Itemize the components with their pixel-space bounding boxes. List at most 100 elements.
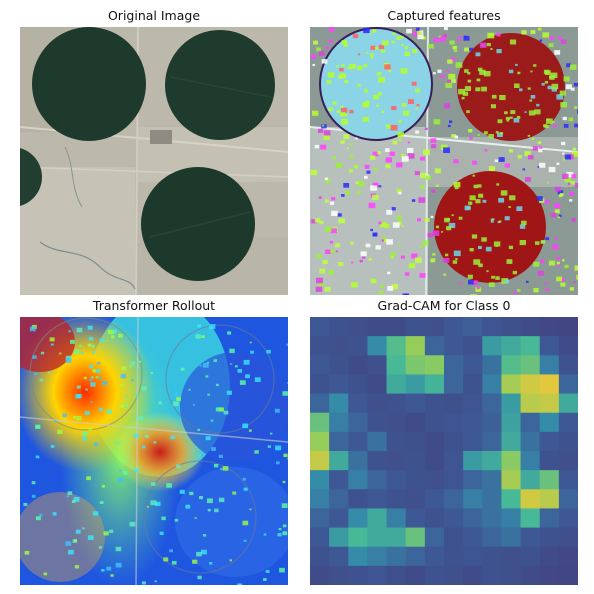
gradcam-cell <box>501 451 522 471</box>
gradcam-cell <box>482 527 502 548</box>
gradcam-cell <box>558 470 578 490</box>
gradcam-cell <box>348 355 368 375</box>
gradcam-cell <box>329 336 349 356</box>
gradcam-cell <box>386 508 407 529</box>
gradcam-cell <box>310 546 330 567</box>
gradcam-cell <box>367 546 388 567</box>
gradcam-cell <box>482 355 502 375</box>
gradcam-cell <box>405 489 426 509</box>
gradcam-cell <box>501 336 522 356</box>
gradcam-cell <box>501 508 522 529</box>
gradcam-cell <box>310 374 330 395</box>
gradcam-cell <box>310 393 330 414</box>
gradcam-cell <box>558 431 578 452</box>
gradcam-cell <box>463 355 483 375</box>
gradcam-cell <box>444 317 464 337</box>
gradcam-cell <box>520 470 541 490</box>
gradcam-cell <box>405 470 426 490</box>
gradcam-cell <box>482 317 502 337</box>
gradcam-cell <box>520 412 541 433</box>
gradcam-cell <box>348 527 368 548</box>
gradcam-cell <box>329 393 349 414</box>
gradcam-cell <box>444 374 464 395</box>
gradcam-cell <box>501 527 522 548</box>
gradcam-cell <box>348 508 368 529</box>
gradcam-cell <box>463 527 483 548</box>
gradcam-cell <box>482 546 502 567</box>
gradcam-cell <box>558 355 578 375</box>
gradcam-cell <box>329 412 349 433</box>
gradcam-cell <box>520 431 541 452</box>
gradcam-cell <box>558 565 578 585</box>
gradcam-cell <box>367 508 388 529</box>
gradcam-cell <box>520 451 541 471</box>
gradcam-cell <box>463 508 483 529</box>
gradcam-cell <box>539 317 560 337</box>
gradcam-cell <box>386 355 407 375</box>
gradcam-cell <box>520 546 541 567</box>
original-image-panel: Original Image <box>20 8 288 298</box>
gradcam-cell <box>482 393 502 414</box>
gradcam-cell <box>501 374 522 395</box>
gradcam-cell <box>444 412 464 433</box>
gradcam-cell <box>558 393 578 414</box>
gradcam-cell <box>405 508 426 529</box>
gradcam-cell <box>424 317 445 337</box>
gradcam-panel: Grad-CAM for Class 0 <box>310 298 578 588</box>
panel-title-original: Original Image <box>107 8 201 23</box>
gradcam-cell <box>405 431 426 452</box>
gradcam-cell <box>444 546 464 567</box>
gradcam-cell <box>444 470 464 490</box>
gradcam-cell <box>367 374 388 395</box>
gradcam-cell <box>405 412 426 433</box>
gradcam-cell <box>348 565 368 585</box>
gradcam-cell <box>386 412 407 433</box>
gradcam-cell <box>367 336 388 356</box>
gradcam-cell <box>463 431 483 452</box>
gradcam-cell <box>501 393 522 414</box>
gradcam-cell <box>310 470 330 490</box>
gradcam-cell <box>482 470 502 490</box>
gradcam-cell <box>463 336 483 356</box>
panel-title-rollout: Transformer Rollout <box>92 298 216 313</box>
gradcam-cell <box>482 451 502 471</box>
gradcam-cell <box>386 470 407 490</box>
gradcam-cell <box>482 374 502 395</box>
gradcam-cell <box>501 317 522 337</box>
gradcam-cell <box>444 489 464 509</box>
gradcam-cell <box>463 374 483 395</box>
gradcam-cell <box>424 393 445 414</box>
gradcam-cell <box>424 508 445 529</box>
gradcam-cell <box>520 489 541 509</box>
gradcam-cell <box>539 355 560 375</box>
gradcam-cell <box>539 374 560 395</box>
gradcam-cell <box>405 451 426 471</box>
gradcam-cell <box>539 336 560 356</box>
gradcam-cell <box>310 451 330 471</box>
gradcam-cell <box>520 317 541 337</box>
gradcam-cell <box>367 431 388 452</box>
gradcam-cell <box>405 527 426 548</box>
gradcam-cell <box>310 412 330 433</box>
gradcam-cell <box>482 412 502 433</box>
gradcam-cell <box>386 451 407 471</box>
gradcam-cell <box>329 374 349 395</box>
gradcam-cell <box>348 470 368 490</box>
gradcam-cell <box>539 508 560 529</box>
gradcam-cell <box>444 565 464 585</box>
gradcam-cell <box>405 546 426 567</box>
gradcam-heatmap <box>310 317 578 585</box>
gradcam-cell <box>424 374 445 395</box>
gradcam-cell <box>444 527 464 548</box>
gradcam-cell <box>520 355 541 375</box>
gradcam-cell <box>482 336 502 356</box>
gradcam-cell <box>329 451 349 471</box>
gradcam-cell <box>405 374 426 395</box>
gradcam-cell <box>539 393 560 414</box>
gradcam-cell <box>310 317 330 337</box>
gradcam-cell <box>310 355 330 375</box>
gradcam-cell <box>463 451 483 471</box>
gradcam-cell <box>405 317 426 337</box>
gradcam-cell <box>348 317 368 337</box>
gradcam-cell <box>348 546 368 567</box>
